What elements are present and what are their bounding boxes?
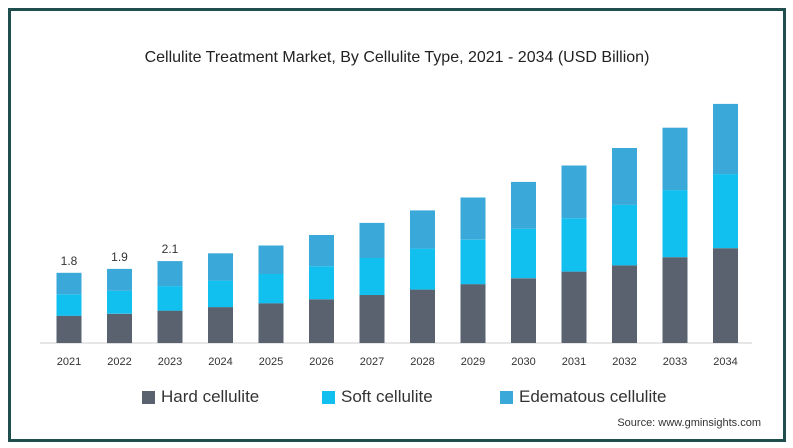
- bar-2032-hard-cellulite: [612, 265, 637, 343]
- bar-2021-hard-cellulite: [56, 315, 82, 343]
- legend-label-soft: Soft cellulite: [341, 387, 433, 406]
- bar-2027-hard-cellulite: [359, 295, 385, 343]
- bar-2033-soft-cellulite: [662, 190, 688, 258]
- x-tick-label-2024: 2024: [208, 356, 232, 368]
- bar-2030-soft-cellulite: [511, 228, 536, 279]
- legend: Hard cellulite Soft cellulite Edematous …: [11, 387, 783, 411]
- bar-2029-edematous-cellulite: [460, 197, 486, 240]
- bar-2025-hard-cellulite: [258, 303, 284, 343]
- bar-2027-edematous-cellulite: [359, 222, 385, 258]
- bar-2021-soft-cellulite: [56, 294, 82, 316]
- bar-2025-soft-cellulite: [258, 274, 284, 304]
- bar-2034-edematous-cellulite: [713, 103, 738, 175]
- bar-2032-edematous-cellulite: [612, 148, 637, 205]
- bar-2031-soft-cellulite: [561, 218, 587, 272]
- bar-2028-hard-cellulite: [410, 289, 435, 343]
- bar-2026-hard-cellulite: [309, 299, 334, 343]
- x-tick-label-2021: 2021: [57, 356, 81, 368]
- data-label-2023: 2.1: [162, 242, 179, 256]
- legend-swatch-edematous: [500, 390, 513, 404]
- bar-2029-hard-cellulite: [460, 284, 486, 343]
- x-tick-label-2031: 2031: [562, 356, 586, 368]
- x-tick-label-2033: 2033: [663, 356, 687, 368]
- bar-2024-soft-cellulite: [208, 280, 233, 308]
- x-tick-label-2030: 2030: [511, 356, 535, 368]
- chart-frame: Cellulite Treatment Market, By Cellulite…: [8, 8, 786, 442]
- bar-2024-hard-cellulite: [208, 307, 233, 343]
- legend-swatch-soft: [322, 390, 335, 404]
- bar-2033-edematous-cellulite: [662, 127, 688, 191]
- bar-2033-hard-cellulite: [662, 257, 688, 343]
- bar-2021-edematous-cellulite: [56, 272, 82, 295]
- x-tick-label-2034: 2034: [713, 356, 737, 368]
- x-tick-label-2029: 2029: [461, 356, 485, 368]
- bar-2024-edematous-cellulite: [208, 253, 233, 281]
- x-tick-label-2032: 2032: [612, 356, 636, 368]
- legend-item-edematous: Edematous cellulite: [500, 387, 666, 407]
- data-label-2021: 1.8: [61, 254, 78, 268]
- bar-2026-soft-cellulite: [309, 266, 334, 300]
- bar-2034-hard-cellulite: [713, 248, 738, 343]
- bar-2022-edematous-cellulite: [107, 268, 132, 291]
- bar-2030-edematous-cellulite: [511, 181, 536, 229]
- chart-title: Cellulite Treatment Market, By Cellulite…: [144, 49, 650, 66]
- bar-2029-soft-cellulite: [460, 239, 486, 285]
- bar-2032-soft-cellulite: [612, 204, 637, 266]
- x-tick-label-2023: 2023: [158, 356, 182, 368]
- legend-label-hard: Hard cellulite: [161, 387, 260, 406]
- bar-2023-soft-cellulite: [157, 286, 183, 311]
- x-tick-label-2025: 2025: [259, 356, 283, 368]
- bar-2025-edematous-cellulite: [258, 245, 284, 274]
- bar-2031-edematous-cellulite: [561, 165, 587, 219]
- x-tick-label-2027: 2027: [360, 356, 384, 368]
- bar-2027-soft-cellulite: [359, 258, 385, 295]
- bar-2031-hard-cellulite: [561, 271, 587, 343]
- legend-swatch-hard: [142, 390, 155, 404]
- legend-item-hard: Hard cellulite: [142, 387, 259, 407]
- x-tick-label-2028: 2028: [410, 356, 434, 368]
- bar-2030-hard-cellulite: [511, 278, 536, 343]
- source-text: Source: www.gminsights.com: [617, 417, 761, 429]
- bar-2026-edematous-cellulite: [309, 235, 334, 267]
- bar-2022-soft-cellulite: [107, 290, 132, 314]
- bar-2028-edematous-cellulite: [410, 210, 435, 249]
- legend-item-soft: Soft cellulite: [322, 387, 433, 407]
- bar-2023-hard-cellulite: [157, 310, 183, 343]
- x-tick-label-2022: 2022: [107, 356, 131, 368]
- data-label-2022: 1.9: [111, 250, 128, 264]
- bar-2023-edematous-cellulite: [157, 261, 183, 287]
- bar-2034-soft-cellulite: [713, 174, 738, 249]
- x-tick-label-2026: 2026: [309, 356, 333, 368]
- legend-label-edematous: Edematous cellulite: [519, 387, 667, 406]
- bar-2028-soft-cellulite: [410, 248, 435, 290]
- bar-2022-hard-cellulite: [107, 313, 132, 344]
